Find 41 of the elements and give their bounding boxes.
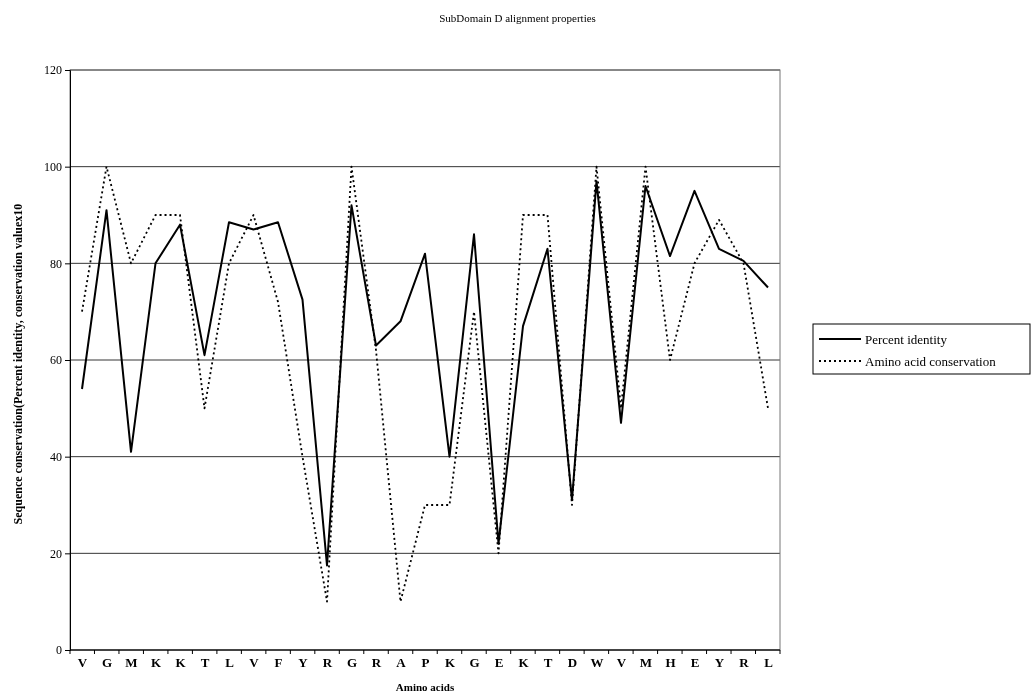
x-tick-label: L (225, 655, 235, 671)
x-tick-label: T (200, 655, 210, 671)
x-tick-label: R (739, 655, 750, 671)
y-tick-label: 120 (44, 63, 62, 78)
y-tick-label: 20 (50, 546, 62, 561)
x-tick-label: K (175, 655, 187, 671)
x-tick-label: L (764, 655, 774, 671)
x-tick-label: K (518, 655, 530, 671)
x-tick-label: W (590, 655, 604, 671)
x-tick-label: E (690, 655, 700, 671)
x-axis-title: Amino acids (395, 681, 455, 693)
x-tick-label: K (444, 655, 456, 671)
x-tick-label: H (665, 655, 676, 671)
x-tick-label: Y (298, 655, 309, 671)
x-tick-label: V (77, 655, 88, 671)
y-axis-title: Sequence conservation(Percent identity, conservation valuex10 (11, 203, 25, 525)
x-tick-label: G (346, 655, 358, 671)
y-tick-label: 100 (44, 160, 62, 175)
x-tick-label: A (396, 655, 407, 671)
x-tick-label: M (125, 655, 138, 671)
x-tick-label: G (101, 655, 113, 671)
x-tick-label: R (322, 655, 333, 671)
x-tick-label: P (421, 655, 430, 671)
x-tick-label: E (494, 655, 504, 671)
x-tick-label: T (543, 655, 553, 671)
y-tick-label: 40 (50, 450, 62, 465)
x-tick-label: K (150, 655, 162, 671)
chart-title: SubDomain D alignment properties (439, 12, 596, 24)
x-tick-label: Y (714, 655, 725, 671)
x-tick-label: V (616, 655, 627, 671)
legend-label: Amino acid conservation (865, 354, 997, 369)
x-tick-label: R (371, 655, 382, 671)
x-tick-label: F (274, 655, 283, 671)
x-tick-label: D (567, 655, 578, 671)
y-tick-label: 80 (50, 256, 62, 271)
y-tick-label: 0 (56, 643, 62, 658)
legend-label: Percent identity (865, 332, 948, 347)
x-tick-label: G (469, 655, 480, 671)
y-tick-label: 60 (50, 353, 62, 368)
x-tick-label: V (249, 655, 260, 671)
x-tick-label: M (639, 655, 653, 671)
